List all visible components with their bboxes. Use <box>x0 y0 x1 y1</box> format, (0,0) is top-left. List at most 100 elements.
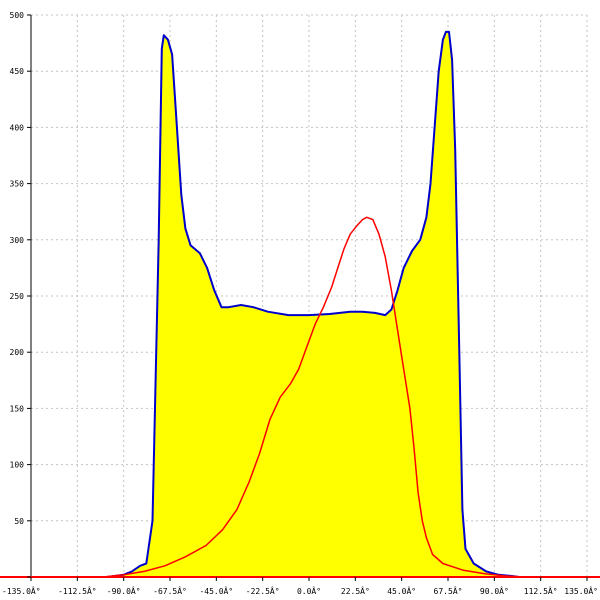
data-point <box>259 453 260 454</box>
data-point <box>442 563 443 564</box>
data-point <box>323 307 324 308</box>
data-point <box>434 127 435 128</box>
data-point <box>290 383 291 384</box>
data-point <box>455 149 456 150</box>
x-tick-label: -135.0Â° <box>2 585 41 596</box>
data-point <box>236 509 237 510</box>
data-point <box>462 509 463 510</box>
data-point <box>158 239 159 240</box>
data-point <box>176 116 177 117</box>
data-point <box>280 397 281 398</box>
data-point <box>452 59 453 60</box>
x-tick-label: 135.0Â° <box>564 585 598 596</box>
data-point <box>140 565 141 566</box>
x-tick-label: -67.5Â° <box>153 585 187 596</box>
data-point <box>123 574 124 575</box>
x-tick-label: 22.5Â° <box>341 585 370 596</box>
data-point <box>445 31 446 32</box>
overlay-line <box>103 216 526 578</box>
data-point <box>385 256 386 257</box>
data-point <box>374 312 375 313</box>
data-point <box>152 520 153 521</box>
data-point <box>350 311 351 312</box>
data-point <box>483 573 484 574</box>
data-point <box>331 286 332 287</box>
data-point <box>378 234 379 235</box>
data-point <box>298 368 299 369</box>
data-point <box>442 39 443 40</box>
x-tick-label: 112.5Â° <box>524 585 558 596</box>
data-point <box>185 228 186 229</box>
x-tick-label: 90.0Â° <box>480 585 509 596</box>
data-point <box>356 226 357 227</box>
x-tick-label: -90.0Â° <box>107 585 141 596</box>
y-tick-label: 50 <box>14 517 24 526</box>
data-point <box>308 315 309 316</box>
data-point <box>403 368 404 369</box>
data-point <box>343 248 344 249</box>
data-point <box>269 419 270 420</box>
data-point <box>205 545 206 546</box>
data-point <box>146 563 147 564</box>
data-point <box>306 346 307 347</box>
data-point <box>199 253 200 254</box>
x-tick-label: 67.5Â° <box>434 585 463 596</box>
data-point <box>350 234 351 235</box>
data-point <box>413 447 414 448</box>
data-point <box>397 329 398 330</box>
data-point <box>362 219 363 220</box>
area-outline <box>107 30 520 578</box>
data-point <box>315 324 316 325</box>
y-tick-label: 200 <box>10 348 25 357</box>
data-point <box>397 290 398 291</box>
y-tick-label: 300 <box>10 236 25 245</box>
x-tick-label: 0.0Â° <box>297 585 321 596</box>
data-point <box>411 250 412 251</box>
data-point <box>426 537 427 538</box>
data-point <box>409 408 410 409</box>
y-tick-label: 100 <box>10 461 25 470</box>
data-point <box>391 290 392 291</box>
data-point <box>473 563 474 564</box>
y-tick-label: 150 <box>10 404 25 413</box>
data-point <box>418 492 419 493</box>
data-point <box>362 311 363 312</box>
data-point <box>190 245 191 246</box>
data-point <box>366 217 367 218</box>
data-point <box>161 48 162 49</box>
x-tick-label: -45.0Â° <box>199 585 233 596</box>
data-point <box>240 304 241 305</box>
data-point <box>253 307 254 308</box>
y-tick-label: 400 <box>10 123 25 132</box>
data-point <box>463 570 464 571</box>
x-tick-label: -22.5Â° <box>246 585 280 596</box>
data-point <box>249 481 250 482</box>
data-point <box>391 309 392 310</box>
data-point <box>171 54 172 55</box>
data-point <box>430 183 431 184</box>
tick-labels: 50 100 150 200 250 300 350 400 450 500 -135.0Â° -11… <box>2 11 598 596</box>
data-point <box>131 571 132 572</box>
x-tick-label: -112.5Â° <box>58 585 97 596</box>
y-tick-label: 450 <box>10 67 25 76</box>
data-point <box>288 315 289 316</box>
data-point <box>459 352 460 353</box>
data-point <box>420 239 421 240</box>
data-point <box>337 267 338 268</box>
data-point <box>422 520 423 521</box>
data-point <box>221 307 222 308</box>
data-point <box>438 71 439 72</box>
data-point <box>144 571 145 572</box>
series-layer <box>103 30 526 578</box>
data-point <box>448 31 449 32</box>
data-point <box>403 267 404 268</box>
y-tick-label: 500 <box>10 11 25 20</box>
x-tick-label: 45.0Â° <box>387 585 416 596</box>
data-point <box>432 554 433 555</box>
data-point <box>181 194 182 195</box>
axes <box>0 14 600 581</box>
data-point <box>426 217 427 218</box>
data-point <box>206 267 207 268</box>
data-point <box>372 219 373 220</box>
